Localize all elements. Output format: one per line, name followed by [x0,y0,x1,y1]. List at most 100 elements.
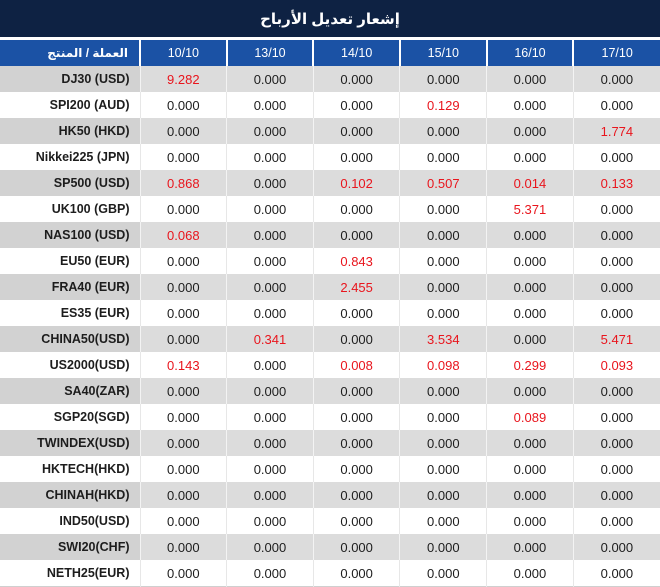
adjustment-value-cell: 0.000 [486,326,574,352]
adjustment-value-cell: 0.093 [572,352,660,378]
adjustment-value-cell: 0.000 [399,300,487,326]
adjustment-value-cell: 0.000 [226,560,314,587]
adjustment-value-cell: 0.000 [572,482,660,508]
adjustment-value-cell: 0.000 [399,144,487,170]
adjustment-value-cell: 0.089 [486,404,574,430]
instrument-label: TWINDEX(USD) [0,430,140,456]
adjustment-value-cell: 0.000 [226,248,314,274]
adjustment-value-cell: 0.000 [572,274,660,300]
adjustment-value-cell: 0.000 [486,66,574,92]
adjustment-value-cell: 0.000 [312,456,400,482]
adjustment-value-cell: 0.000 [139,534,227,560]
adjustment-value-cell: 5.471 [572,326,660,352]
date-column-header: 15/10 [398,40,487,66]
adjustment-value-cell: 0.000 [399,118,487,144]
adjustment-value-cell: 0.129 [399,92,487,118]
table-head-row: العملة / المنتج 10/10 13/10 14/10 15/10 16/1… [0,40,660,66]
adjustment-value-cell: 0.000 [139,508,227,534]
adjustment-value-cell: 0.000 [226,352,314,378]
adjustment-value-cell: 0.000 [486,482,574,508]
adjustment-value-cell: 0.000 [486,560,574,587]
adjustment-value-cell: 0.014 [486,170,574,196]
adjustment-value-cell: 0.000 [486,248,574,274]
adjustment-value-cell: 0.000 [399,248,487,274]
adjustment-value-cell: 0.143 [139,352,227,378]
adjustment-value-cell: 0.000 [399,66,487,92]
adjustment-value-cell: 0.000 [312,560,400,587]
adjustment-value-cell: 0.000 [399,482,487,508]
table-row: FRA40 (EUR) 0.000 0.000 2.455 0.000 0.000 0.00… [0,274,660,300]
adjustment-value-cell: 0.843 [312,248,400,274]
adjustment-value-cell: 0.000 [486,300,574,326]
adjustment-value-cell: 5.371 [486,196,574,222]
adjustment-value-cell: 0.000 [486,274,574,300]
adjustment-value-cell: 0.000 [399,222,487,248]
table-row: HKTECH(HKD) 0.000 0.000 0.000 0.000 0.000 0.00… [0,456,660,482]
adjustment-value-cell: 0.000 [312,508,400,534]
adjustment-value-cell: 0.000 [486,92,574,118]
adjustment-value-cell: 0.000 [486,456,574,482]
adjustment-value-cell: 0.000 [486,144,574,170]
adjustment-value-cell: 0.000 [312,300,400,326]
adjustment-value-cell: 0.068 [139,222,227,248]
table-row: EU50 (EUR) 0.000 0.000 0.843 0.000 0.000 0.000 [0,248,660,274]
adjustment-value-cell: 0.299 [486,352,574,378]
adjustment-value-cell: 0.000 [312,378,400,404]
adjustment-value-cell: 0.000 [226,534,314,560]
adjustment-value-cell: 0.000 [572,508,660,534]
adjustment-value-cell: 0.000 [312,404,400,430]
adjustment-value-cell: 0.000 [226,404,314,430]
adjustment-value-cell: 0.000 [572,144,660,170]
adjustment-value-cell: 0.102 [312,170,400,196]
table-row: SA40(ZAR) 0.000 0.000 0.000 0.000 0.000 0.000 [0,378,660,404]
instrument-label: NETH25(EUR) [0,560,140,587]
adjustment-value-cell: 0.000 [139,378,227,404]
divider [0,37,660,40]
table-body: DJ30 (USD) 9.282 0.000 0.000 0.000 0.000 0.000… [0,66,660,587]
instrument-label: NAS100 (USD) [0,222,140,248]
date-column-header: 14/10 [312,40,400,66]
adjustment-value-cell: 0.000 [139,326,227,352]
adjustment-value-cell: 0.000 [399,274,487,300]
table-row: IND50(USD) 0.000 0.000 0.000 0.000 0.000 0.000 [0,508,660,534]
adjustment-value-cell: 0.000 [139,118,227,144]
adjustment-value-cell: 0.000 [139,274,227,300]
adjustment-value-cell: 3.534 [399,326,487,352]
adjustment-value-cell: 0.000 [139,430,227,456]
adjustment-value-cell: 0.000 [226,66,314,92]
adjustment-value-cell: 0.000 [226,482,314,508]
adjustment-value-cell: 0.000 [312,430,400,456]
table-row: NAS100 (USD) 0.068 0.000 0.000 0.000 0.000 0.0… [0,222,660,248]
adjustment-value-cell: 0.000 [572,378,660,404]
instrument-label: DJ30 (USD) [0,66,140,92]
adjustment-value-cell: 0.000 [226,144,314,170]
adjustment-value-cell: 0.000 [312,196,400,222]
adjustment-value-cell: 0.000 [312,118,400,144]
adjustment-value-cell: 0.000 [572,456,660,482]
adjustment-value-cell: 0.000 [226,274,314,300]
page-title: إشعار تعديل الأرباح [260,10,400,28]
instrument-label: ES35 (EUR) [0,300,140,326]
adjustment-value-cell: 0.000 [139,144,227,170]
adjustment-value-cell: 0.000 [572,430,660,456]
table-row: Nikkei225 (JPN) 0.000 0.000 0.000 0.000 0.000… [0,144,660,170]
table-row: CHINA50(USD) 0.000 0.341 0.000 3.534 0.000 5.4… [0,326,660,352]
adjustment-value-cell: 0.000 [139,196,227,222]
adjustment-value-cell: 0.000 [486,430,574,456]
adjustment-value-cell: 0.000 [312,144,400,170]
table-row: TWINDEX(USD) 0.000 0.000 0.000 0.000 0.000 0.0… [0,430,660,456]
adjustment-value-cell: 0.000 [572,404,660,430]
instrument-label: SA40(ZAR) [0,378,140,404]
adjustment-value-cell: 0.000 [572,248,660,274]
instrument-label: FRA40 (EUR) [0,274,140,300]
adjustment-value-cell: 0.000 [226,300,314,326]
table-row: SP500 (USD) 0.868 0.000 0.102 0.507 0.014 0.13… [0,170,660,196]
adjustment-value-cell: 1.774 [572,118,660,144]
instrument-label: UK100 (GBP) [0,196,140,222]
adjustment-value-cell: 0.000 [399,456,487,482]
adjustment-value-cell: 0.000 [226,378,314,404]
adjustment-value-cell: 0.000 [399,404,487,430]
adjustment-value-cell: 0.000 [139,92,227,118]
adjustment-value-cell: 0.000 [139,248,227,274]
